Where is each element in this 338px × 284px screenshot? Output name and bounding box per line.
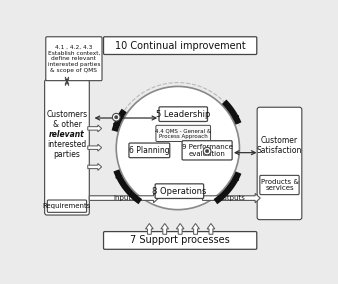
FancyBboxPatch shape: [46, 37, 102, 81]
Text: Products &
services: Products & services: [261, 179, 298, 191]
Circle shape: [115, 116, 118, 119]
Circle shape: [206, 149, 209, 153]
Text: Inputs: Inputs: [113, 195, 135, 201]
FancyBboxPatch shape: [156, 125, 211, 141]
Text: 4.4 QMS - General &
Process Approach: 4.4 QMS - General & Process Approach: [155, 128, 211, 139]
FancyBboxPatch shape: [103, 231, 257, 249]
Text: Outputs: Outputs: [218, 195, 246, 201]
FancyBboxPatch shape: [155, 184, 203, 199]
Polygon shape: [88, 125, 102, 132]
FancyBboxPatch shape: [182, 141, 232, 160]
FancyBboxPatch shape: [159, 107, 208, 122]
Polygon shape: [88, 163, 102, 170]
FancyBboxPatch shape: [260, 176, 299, 195]
Polygon shape: [176, 224, 184, 234]
Text: 9 Performance
evaluation: 9 Performance evaluation: [182, 144, 233, 157]
Circle shape: [116, 86, 239, 210]
Text: Customers: Customers: [46, 110, 88, 120]
FancyBboxPatch shape: [257, 107, 302, 220]
Text: 5 Leadership: 5 Leadership: [156, 110, 211, 119]
Text: Requirements: Requirements: [43, 203, 91, 209]
Text: 7 Support processes: 7 Support processes: [130, 235, 230, 245]
Text: interested: interested: [47, 141, 87, 149]
Polygon shape: [89, 193, 159, 203]
FancyBboxPatch shape: [103, 37, 257, 55]
FancyBboxPatch shape: [129, 143, 170, 158]
Text: 8 Operations: 8 Operations: [152, 187, 207, 196]
FancyBboxPatch shape: [45, 80, 89, 215]
Polygon shape: [161, 224, 169, 234]
Polygon shape: [202, 193, 260, 203]
FancyBboxPatch shape: [47, 200, 87, 212]
Polygon shape: [192, 224, 199, 234]
Polygon shape: [145, 224, 153, 234]
Text: relevant: relevant: [49, 130, 85, 139]
Text: 6 Planning: 6 Planning: [129, 146, 170, 155]
Text: 10 Continual improvement: 10 Continual improvement: [115, 41, 245, 51]
Text: & other: & other: [52, 120, 81, 130]
Circle shape: [113, 113, 120, 121]
Text: 4.1 , 4.2, 4.3
Establish context,
define relevant
interested parties
& scope of : 4.1 , 4.2, 4.3 Establish context, define…: [48, 45, 100, 73]
Text: Customer
Satisfaction: Customer Satisfaction: [257, 136, 302, 155]
Polygon shape: [88, 144, 102, 151]
Text: parties: parties: [53, 151, 80, 160]
Polygon shape: [207, 224, 215, 234]
Circle shape: [203, 147, 211, 155]
